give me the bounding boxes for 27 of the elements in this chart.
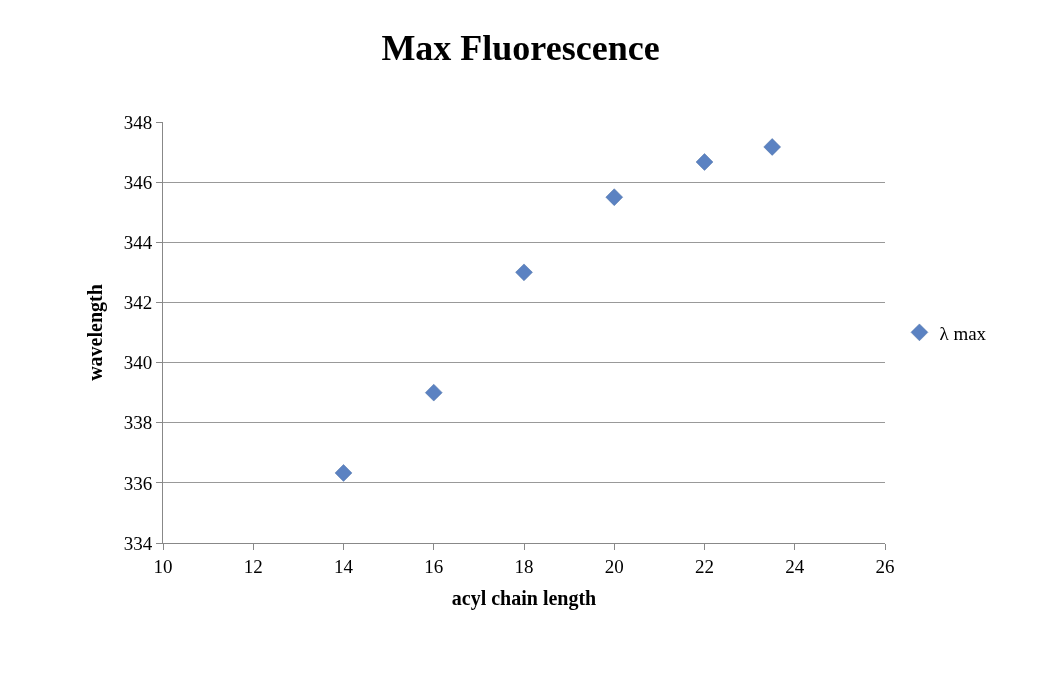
y-tick-label: 346: [123, 171, 153, 193]
y-axis-title: wavelength: [84, 284, 108, 381]
y-tick-label: 348: [123, 111, 153, 133]
x-tick-label: 18: [514, 555, 534, 577]
x-tick-label: 16: [424, 555, 444, 577]
point: [605, 188, 623, 206]
point: [334, 464, 353, 482]
y-tick-label: 342: [123, 292, 153, 314]
y-tick-label: 336: [123, 472, 153, 494]
x-tick-label: 10: [153, 555, 173, 577]
x-tick-label: 24: [785, 555, 805, 577]
y-tick-label: 338: [123, 412, 153, 434]
point: [515, 263, 533, 282]
x-axis-title: acyl chain length: [451, 587, 597, 611]
point: [425, 383, 443, 402]
point: [695, 153, 714, 171]
y-tick-label: 344: [123, 231, 153, 253]
x-tick-label: 26: [875, 555, 895, 577]
y-tick-label: 334: [123, 532, 153, 554]
y-tick-label: 340: [123, 352, 153, 374]
x-tick-label: 12: [243, 555, 263, 577]
x-tick-label: 22: [695, 555, 714, 577]
point: [763, 138, 781, 156]
x-tick-label: 14: [334, 555, 354, 577]
chart-title: Max Fluorescence: [381, 27, 660, 68]
legend-label: λ max: [939, 322, 987, 344]
x-tick-label: 20: [604, 555, 624, 577]
